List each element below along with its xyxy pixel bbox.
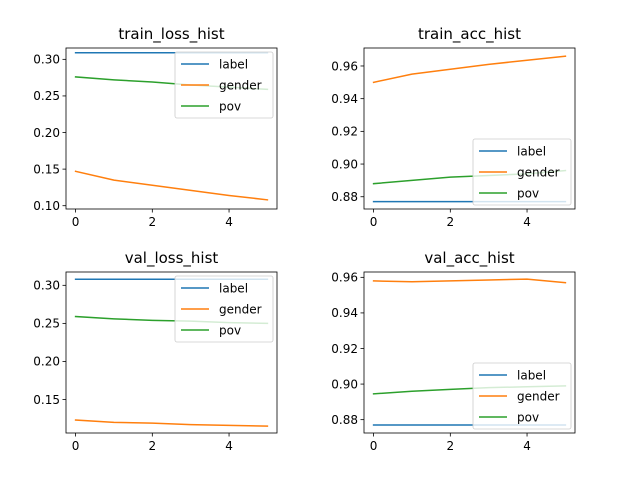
subplot-1: train_loss_hist 0 2 4 0.10 0.15 0.20 0.25 0.30 la…	[33, 25, 278, 229]
legend-label-pov: pov	[219, 323, 241, 337]
legend: label gender pov	[472, 362, 572, 430]
y-tick-label: 0.90	[331, 377, 358, 391]
subplot-title: train_acc_hist	[418, 25, 521, 44]
axes-frame	[363, 271, 576, 434]
legend-label-pov: pov	[517, 410, 539, 424]
legend-box	[472, 138, 572, 206]
x-tick-label: 0	[370, 439, 378, 453]
legend: label gender pov	[174, 51, 274, 119]
series-line-gender	[372, 55, 567, 84]
subplot-4: val_acc_hist 0 2 4 0.88 0.90 0.92 0.94 0.96 label…	[331, 249, 576, 453]
y-tick-label: 0.96	[331, 271, 358, 285]
y-tick-label: 0.94	[331, 92, 358, 106]
y-tick-label: 0.20	[33, 126, 60, 140]
y-tick-label: 0.30	[33, 279, 60, 293]
series-line-gender	[372, 278, 567, 284]
x-tick-label: 4	[523, 439, 531, 453]
legend-label-label: label	[517, 144, 546, 158]
legend-label-gender: gender	[219, 78, 262, 92]
axes-frame	[363, 47, 576, 210]
y-tick-label: 0.88	[331, 190, 358, 204]
legend-label-gender: gender	[517, 165, 560, 179]
subplot-title: val_acc_hist	[424, 249, 514, 268]
legend-label-pov: pov	[517, 186, 539, 200]
x-tick-label: 2	[446, 215, 454, 229]
subplot-title: train_loss_hist	[118, 25, 224, 44]
y-tick-label: 0.96	[331, 59, 358, 73]
x-tick-label: 4	[225, 215, 233, 229]
legend-label-label: label	[219, 281, 248, 295]
legend-box	[174, 51, 274, 119]
y-tick-label: 0.15	[33, 162, 60, 176]
legend-box	[472, 362, 572, 430]
x-tick-label: 4	[225, 439, 233, 453]
x-tick-label: 2	[148, 439, 156, 453]
x-tick-label: 4	[523, 215, 531, 229]
y-tick-label: 0.10	[33, 199, 60, 213]
x-tick-label: 2	[148, 215, 156, 229]
series-line-gender	[74, 419, 269, 427]
x-tick-label: 0	[72, 215, 80, 229]
x-tick-label: 0	[370, 215, 378, 229]
axes-frame	[65, 47, 278, 210]
legend-label-label: label	[517, 368, 546, 382]
legend-label-label: label	[219, 57, 248, 71]
axes-frame	[65, 271, 278, 434]
y-tick-label: 0.15	[33, 393, 60, 407]
y-tick-label: 0.25	[33, 89, 60, 103]
legend: label gender pov	[174, 275, 274, 343]
legend-box	[174, 275, 274, 343]
y-tick-label: 0.92	[331, 125, 358, 139]
series-line-gender	[74, 170, 269, 201]
subplot-3: val_loss_hist 0 2 4 0.15 0.20 0.25 0.30 label gen…	[33, 249, 278, 453]
y-tick-label: 0.92	[331, 342, 358, 356]
y-tick-label: 0.25	[33, 317, 60, 331]
y-tick-label: 0.20	[33, 355, 60, 369]
y-tick-label: 0.88	[331, 413, 358, 427]
legend-label-pov: pov	[219, 99, 241, 113]
y-tick-label: 0.94	[331, 306, 358, 320]
x-tick-label: 0	[72, 439, 80, 453]
y-tick-label: 0.30	[33, 53, 60, 67]
subplot-2: train_acc_hist 0 2 4 0.88 0.90 0.92 0.94 0.96 lab…	[331, 25, 576, 229]
legend-label-gender: gender	[219, 302, 262, 316]
y-tick-label: 0.90	[331, 157, 358, 171]
subplot-title: val_loss_hist	[125, 249, 219, 268]
legend-label-gender: gender	[517, 389, 560, 403]
legend: label gender pov	[472, 138, 572, 206]
x-tick-label: 2	[446, 439, 454, 453]
